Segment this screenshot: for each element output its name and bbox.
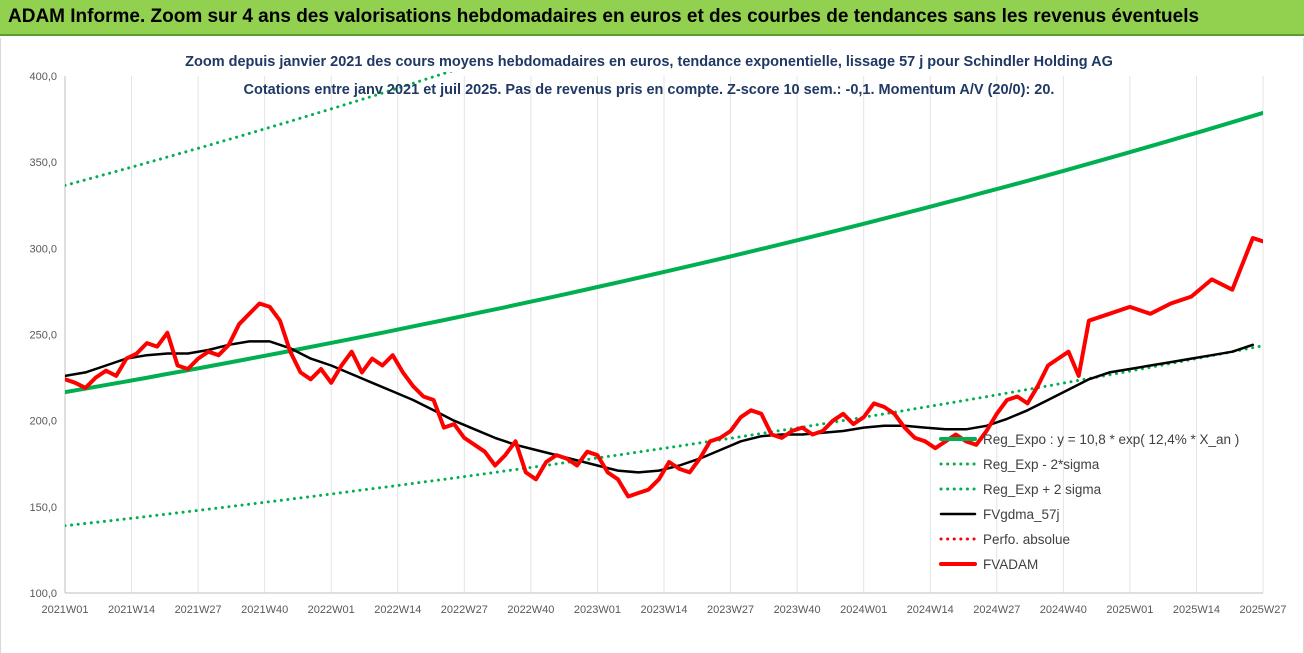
reg-minus-2sigma-line xyxy=(65,344,1263,528)
y-tick-label: 250,0 xyxy=(29,330,57,342)
legend-perfo-absolue-label: Perfo. absolue xyxy=(983,532,1070,547)
fvgdma-line xyxy=(65,340,1255,474)
x-tick-label: 2025W27 xyxy=(1239,604,1286,616)
report-title: ADAM Informe. Zoom sur 4 ans des valoris… xyxy=(8,6,1200,27)
x-tick-label: 2024W14 xyxy=(907,604,954,616)
fvadam-line xyxy=(65,236,1263,499)
chart-subtitle: Cotations entre janv 2021 et juil 2025. … xyxy=(244,82,1055,98)
x-tick-label: 2022W01 xyxy=(308,604,355,616)
reg-expo-line xyxy=(65,110,1263,395)
x-tick-label: 2022W40 xyxy=(507,604,554,616)
y-tick-label: 200,0 xyxy=(29,416,57,428)
x-tick-label: 2022W14 xyxy=(374,604,421,616)
chart-grid xyxy=(64,76,1264,593)
x-tick-label: 2023W14 xyxy=(640,604,687,616)
y-tick-label: 100,0 xyxy=(29,588,57,600)
x-tick-label: 2025W14 xyxy=(1173,604,1220,616)
x-tick-label: 2024W27 xyxy=(973,604,1020,616)
x-tick-label: 2021W14 xyxy=(108,604,155,616)
x-tick-label: 2024W40 xyxy=(1040,604,1087,616)
x-tick-label: 2024W01 xyxy=(840,604,887,616)
chart-series xyxy=(65,72,1263,528)
y-tick-label: 150,0 xyxy=(29,502,57,514)
chart-area: 2021W01 2021W14 2021W27 2021W40 2022W01 2022W… xyxy=(0,38,1304,653)
y-tick-label: 300,0 xyxy=(29,243,57,255)
x-tick-label: 2025W01 xyxy=(1106,604,1153,616)
legend-reg-expo-label: Reg_Expo : y = 10,8 * exp( 12,4% * X_an … xyxy=(983,432,1239,447)
x-tick-label: 2021W40 xyxy=(241,604,288,616)
chart-legend: Reg_Expo : y = 10,8 * exp( 12,4% * X_an … xyxy=(939,432,1239,572)
x-tick-label: 2023W27 xyxy=(707,604,754,616)
y-tick-label: 350,0 xyxy=(29,157,57,169)
report-banner: ADAM Informe. Zoom sur 4 ans des valoris… xyxy=(0,0,1304,36)
chart-title: Zoom depuis janvier 2021 des cours moyen… xyxy=(185,54,1113,70)
legend-reg-plus-2sigma-label: Reg_Exp + 2 sigma xyxy=(983,482,1102,497)
x-tick-label: 2021W27 xyxy=(175,604,222,616)
x-tick-label: 2022W27 xyxy=(441,604,488,616)
y-tick-label: 400,0 xyxy=(29,71,57,83)
x-tick-label: 2021W01 xyxy=(41,604,88,616)
legend-fvadam-label: FVADAM xyxy=(983,557,1038,572)
chart-plot: 2021W01 2021W14 2021W27 2021W40 2022W01 2022W… xyxy=(29,54,1286,616)
legend-reg-minus-2sigma-label: Reg_Exp - 2*sigma xyxy=(983,457,1100,472)
chart-axes: 2021W01 2021W14 2021W27 2021W40 2022W01 2022W… xyxy=(29,71,1286,616)
x-tick-label: 2023W40 xyxy=(774,604,821,616)
x-tick-label: 2023W01 xyxy=(574,604,621,616)
chart-titles: Zoom depuis janvier 2021 des cours moyen… xyxy=(185,54,1113,98)
legend-fvgdma-label: FVgdma_57j xyxy=(983,507,1060,522)
